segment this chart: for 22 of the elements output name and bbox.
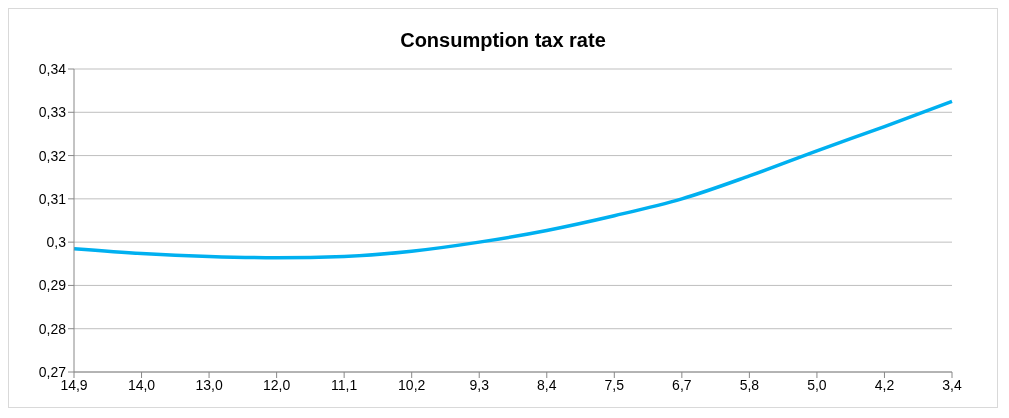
x-tick-label: 13,0 [195,376,223,393]
y-tick-label: 0,32 [38,147,67,164]
chart-title: Consumption tax rate [399,28,607,53]
x-tick-label: 12,0 [262,376,291,393]
y-tick-label: 0,29 [38,277,67,294]
y-tick-label: 0,3 [46,234,67,251]
x-tick-label: 10,2 [398,376,426,393]
y-tick-label: 0,34 [38,60,67,77]
x-tick-label: 5,0 [807,376,827,393]
x-tick-label: 3,4 [942,376,962,393]
x-tick-label: 7,5 [604,376,625,393]
x-tick-label: 14,0 [127,376,156,393]
y-tick-label: 0,28 [38,320,67,337]
x-tick-label: 11,1 [331,376,358,393]
y-tick-label: 0,31 [38,190,67,207]
line-series [72,99,954,260]
x-tick-label: 4,2 [874,376,895,393]
x-tick-label: 9,3 [469,376,490,393]
x-tick-label: 5,8 [739,376,760,393]
x-tick-label: 6,7 [672,376,692,393]
y-tick-label: 0,33 [38,104,67,121]
x-tick-label: 8,4 [537,376,557,393]
